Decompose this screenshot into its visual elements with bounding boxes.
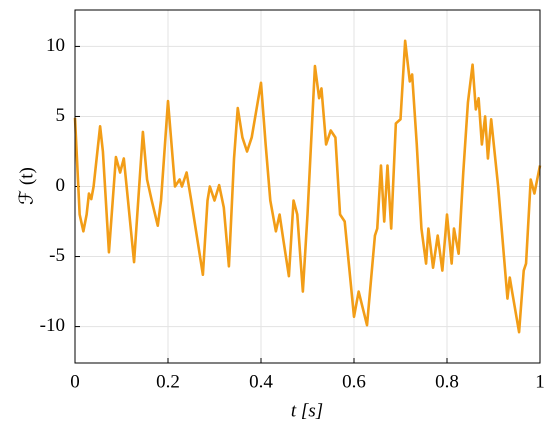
x-tick-label: 0.4 [249, 371, 273, 392]
x-tick-label: 0.6 [342, 371, 366, 392]
y-tick-label: 5 [56, 105, 66, 126]
x-tick-label: 0.2 [156, 371, 180, 392]
x-tick-label: 1 [535, 371, 545, 392]
y-tick-label: 0 [56, 175, 66, 196]
y-tick-label: 10 [46, 35, 65, 56]
data-line [73, 39, 542, 334]
plot-frame [74, 9, 541, 364]
y-tick-label: -5 [49, 245, 65, 266]
y-tick-label: -10 [40, 315, 65, 336]
x-tick-label: 0.8 [435, 371, 459, 392]
x-tick-label: 0 [70, 371, 80, 392]
x-axis-label: t [s] [291, 400, 323, 421]
y-axis-label: ℱ (t) [16, 167, 37, 205]
